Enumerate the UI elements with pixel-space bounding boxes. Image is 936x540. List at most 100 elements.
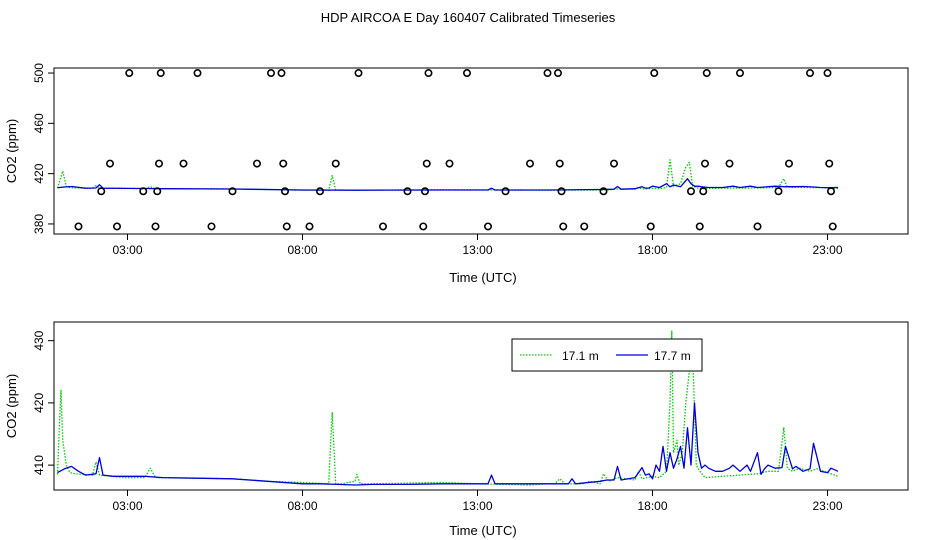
calibration-point: [543, 69, 552, 78]
series-17-7-m-line: [57, 402, 839, 486]
calibration-point: [266, 69, 275, 78]
x-tick-label: 18:00: [637, 499, 667, 513]
calibration-point: [525, 159, 534, 168]
calibration-point: [153, 187, 162, 196]
x-tick-label: 23:00: [812, 499, 842, 513]
calibration-point: [805, 69, 814, 78]
calibration-point: [279, 159, 288, 168]
calibration-point: [253, 159, 262, 168]
calibration-point: [557, 187, 566, 196]
calibration-point: [784, 159, 793, 168]
calibration-point: [125, 69, 134, 78]
x-tick-label: 18:00: [637, 243, 667, 257]
top-panel: 03:00 08:00 13:00 18:00 23:00 380 420 460 500 T…: [4, 63, 909, 285]
calibration-point: [646, 222, 655, 231]
calibration-point: [555, 159, 564, 168]
calibration-point: [826, 187, 835, 196]
calibration-point: [753, 222, 762, 231]
calibration-point: [609, 159, 618, 168]
bottom-plot-frame: [53, 321, 909, 491]
calibration-point: [774, 187, 783, 196]
calibration-point: [553, 69, 562, 78]
calibration-point: [700, 159, 709, 168]
bottom-x-axis-label: Time (UTC): [449, 523, 516, 538]
calibration-point: [420, 187, 429, 196]
calibration-point: [179, 159, 188, 168]
calibration-point: [422, 159, 431, 168]
y-tick-label: 430: [32, 330, 46, 350]
calibration-point: [686, 187, 695, 196]
calibration-point: [823, 69, 832, 78]
top-y-axis-label: CO2 (ppm): [4, 119, 19, 183]
bottom-y-axis: 410 420 430: [32, 330, 54, 475]
calibration-point: [445, 159, 454, 168]
calibration-point: [228, 187, 237, 196]
calibration-point: [702, 69, 711, 78]
top-plot-marks: [56, 69, 839, 231]
calibration-point: [97, 187, 106, 196]
calibration-point: [650, 69, 659, 78]
calibration-point: [462, 69, 471, 78]
calibration-point: [825, 159, 834, 168]
calibration-point: [559, 222, 568, 231]
legend-box: [511, 338, 703, 372]
calibration-point: [419, 222, 428, 231]
series-1-line: [57, 178, 839, 191]
bottom-y-axis-label: CO2 (ppm): [4, 374, 19, 438]
calibration-point: [315, 187, 324, 196]
calibration-point: [695, 222, 704, 231]
y-tick-label: 500: [32, 63, 46, 83]
calibration-point: [699, 187, 708, 196]
calibration-point: [403, 187, 412, 196]
figure-title: HDP AIRCOA E Day 160407 Calibrated Times…: [321, 10, 616, 25]
bottom-plot-marks: [56, 330, 839, 486]
y-tick-label: 380: [32, 214, 46, 234]
calibration-point: [599, 187, 608, 196]
series-0-line: [56, 159, 839, 191]
calibration-point: [151, 222, 160, 231]
calibration-point: [483, 222, 492, 231]
calibration-point: [580, 222, 589, 231]
calibration-point: [207, 222, 216, 231]
legend-label-17-1m: 17.1 m: [562, 349, 599, 363]
calibration-point: [501, 187, 510, 196]
x-tick-label: 03:00: [112, 499, 142, 513]
y-tick-label: 420: [32, 393, 46, 413]
top-x-axis: 03:00 08:00 13:00 18:00 23:00: [112, 234, 843, 257]
y-tick-label: 460: [32, 113, 46, 133]
calibration-point: [305, 222, 314, 231]
calibration-point: [828, 222, 837, 231]
calibration-point: [193, 69, 202, 78]
top-plot-frame: [53, 67, 909, 235]
x-tick-label: 13:00: [462, 499, 492, 513]
calibration-point: [74, 222, 83, 231]
calibration-point: [155, 159, 164, 168]
calibration-point: [735, 69, 744, 78]
x-tick-label: 13:00: [462, 243, 492, 257]
calibration-point: [106, 159, 115, 168]
bottom-x-axis: 03:00 08:00 13:00 18:00 23:00: [112, 490, 843, 513]
calibration-point: [277, 69, 286, 78]
top-y-axis: 380 420 460 500: [32, 63, 54, 234]
y-tick-label: 410: [32, 455, 46, 475]
calibration-point: [378, 222, 387, 231]
calibration-point: [282, 222, 291, 231]
x-tick-label: 23:00: [812, 243, 842, 257]
calibration-point: [331, 159, 340, 168]
series-17-1-m-line: [56, 330, 839, 486]
calibration-point: [113, 222, 122, 231]
top-x-axis-label: Time (UTC): [449, 270, 516, 285]
calibration-point: [156, 69, 165, 78]
calibration-point: [354, 69, 363, 78]
legend: 17.1 m 17.7 m: [511, 338, 703, 372]
legend-label-17-7m: 17.7 m: [654, 349, 691, 363]
calibration-point: [424, 69, 433, 78]
x-tick-label: 03:00: [112, 243, 142, 257]
x-tick-label: 08:00: [287, 243, 317, 257]
bottom-panel: 03:00 08:00 13:00 18:00 23:00 410 420 430 Time…: [4, 321, 909, 538]
y-tick-label: 420: [32, 163, 46, 183]
calibration-point: [725, 159, 734, 168]
calibration-point: [280, 187, 289, 196]
calibration-point: [139, 187, 148, 196]
